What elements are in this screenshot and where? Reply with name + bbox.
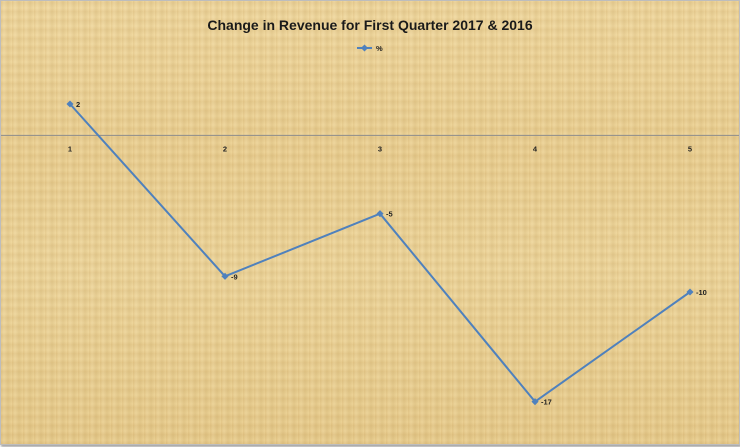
data-label: 2 xyxy=(76,100,80,109)
legend: % xyxy=(357,44,383,53)
x-tick-label: 1 xyxy=(68,144,72,153)
legend-marker xyxy=(360,44,369,52)
legend-entry: % xyxy=(376,44,383,53)
data-label: -10 xyxy=(696,288,707,297)
plot-area: 1 2 3 4 5 2 -9 -5 -17 -10 xyxy=(1,100,739,407)
data-label: -9 xyxy=(231,272,238,281)
data-point xyxy=(686,288,694,296)
chart-title: Change in Revenue for First Quarter 2017… xyxy=(207,17,532,33)
x-tick-label: 5 xyxy=(688,144,692,153)
x-tick-label: 3 xyxy=(378,144,382,153)
data-point xyxy=(531,398,539,406)
x-tick-label: 4 xyxy=(533,144,538,153)
data-point xyxy=(221,272,229,280)
x-tick-label: 2 xyxy=(223,144,227,153)
data-point xyxy=(66,100,74,108)
data-label: -17 xyxy=(541,398,552,407)
data-label: -5 xyxy=(386,210,393,219)
data-point xyxy=(376,210,384,218)
